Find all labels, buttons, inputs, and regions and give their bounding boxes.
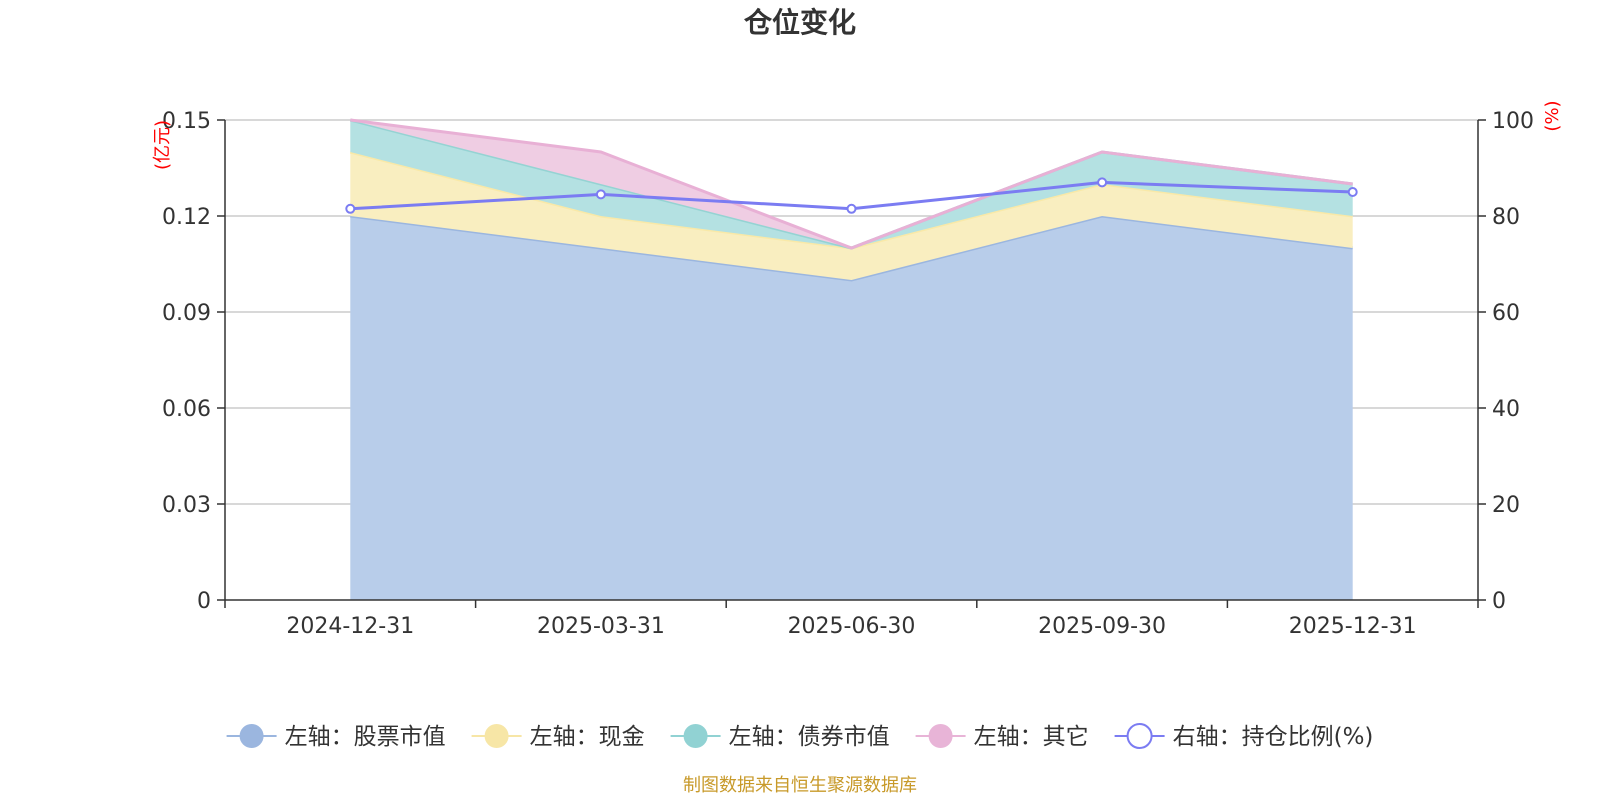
holding-ratio-point xyxy=(1097,177,1108,188)
legend-label: 左轴：其它 xyxy=(974,724,1089,750)
left-tick-label: 0.15 xyxy=(162,109,211,134)
legend-item-3[interactable]: 左轴：其它 xyxy=(915,724,1089,750)
legend-marker-circle-icon xyxy=(1126,723,1153,749)
x-tick-label: 2025-06-30 xyxy=(788,614,916,639)
legend-item-1[interactable]: 左轴：现金 xyxy=(471,724,645,750)
legend-label: 右轴：持仓比例(%) xyxy=(1173,724,1374,750)
left-tick-label: 0.03 xyxy=(162,493,211,518)
area-series-edge-3 xyxy=(350,118,1353,250)
holding-ratio-line xyxy=(345,177,1358,214)
x-tick-label: 2025-09-30 xyxy=(1038,614,1166,639)
source-note: 制图数据来自恒生聚源数据库 xyxy=(683,775,917,796)
area-series-0 xyxy=(350,216,1353,600)
holding-ratio-point xyxy=(345,203,356,214)
right-axis-unit: (%) xyxy=(1542,100,1563,131)
right-tick-label: 0 xyxy=(1492,589,1506,614)
legend[interactable]: 左轴：股票市值 左轴：现金 左轴：债券市值 左轴：其它 右轴：持仓比例(%) xyxy=(226,723,1374,750)
legend-label: 左轴：债券市值 xyxy=(729,724,890,750)
right-tick-label: 80 xyxy=(1492,205,1520,230)
legend-marker-circle-icon xyxy=(928,724,953,748)
x-tick-label: 2025-03-31 xyxy=(537,614,665,639)
right-tick-label: 20 xyxy=(1492,493,1520,518)
axes: 0 0.03 0.06 0.09 0.12 0.15 0 20 40 60 80 100 2024-12… xyxy=(162,109,1534,639)
left-tick-label: 0.09 xyxy=(162,301,211,326)
left-tick-label: 0.06 xyxy=(162,397,211,422)
holding-ratio-point xyxy=(1347,187,1358,197)
left-tick-label: 0.12 xyxy=(162,205,211,230)
right-tick-label: 40 xyxy=(1492,397,1520,422)
legend-label: 左轴：股票市值 xyxy=(285,724,446,750)
legend-item-4[interactable]: 右轴：持仓比例(%) xyxy=(1114,723,1374,750)
legend-item-0[interactable]: 左轴：股票市值 xyxy=(226,724,446,750)
x-tick-label: 2025-12-31 xyxy=(1289,614,1417,639)
chart-title: 仓位变化 xyxy=(744,6,856,39)
holding-ratio-point xyxy=(595,189,606,200)
holding-ratio-point xyxy=(846,203,857,214)
legend-marker-circle-icon xyxy=(484,724,509,748)
left-axis-unit: (亿元) xyxy=(152,120,173,170)
legend-marker-circle-icon xyxy=(683,724,708,748)
legend-label: 左轴：现金 xyxy=(530,724,645,750)
legend-marker-circle-icon xyxy=(239,724,264,748)
right-tick-label: 100 xyxy=(1492,109,1534,134)
stacked-areas xyxy=(349,118,1353,600)
x-tick-label: 2024-12-31 xyxy=(286,614,414,639)
legend-item-2[interactable]: 左轴：债券市值 xyxy=(670,724,890,750)
right-tick-label: 60 xyxy=(1492,301,1520,326)
left-tick-label: 0 xyxy=(197,589,211,614)
